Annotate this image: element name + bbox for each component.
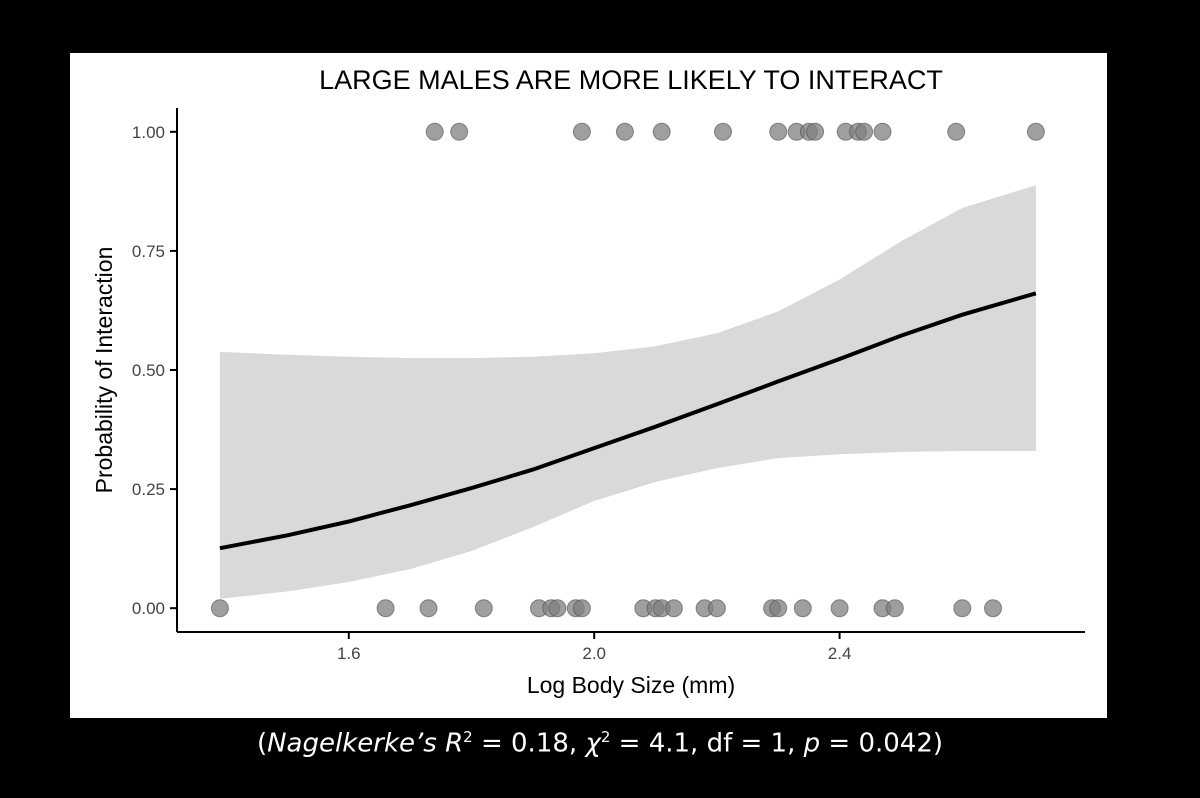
data-point (419, 599, 438, 618)
data-point (947, 122, 966, 141)
data-point (855, 122, 874, 141)
chart-panel: LARGE MALES ARE MORE LIKELY TO INTERACT … (70, 53, 1107, 718)
data-point (769, 122, 788, 141)
data-point (830, 599, 849, 618)
x-tick-label: 1.6 (337, 644, 361, 663)
x-axis-label: Log Body Size (mm) (527, 672, 735, 698)
y-tick-label: 0.50 (132, 361, 165, 380)
data-point (664, 599, 683, 618)
y-tick-label: 0.00 (132, 599, 165, 618)
caption-r2-sup: 2 (463, 728, 473, 746)
data-point (572, 599, 591, 618)
data-point (984, 599, 1002, 618)
data-point (548, 599, 567, 618)
data-point (953, 599, 972, 618)
model-stats-caption: (Nagelkerke’s R2 = 0.18, χ2 = 4.1, df = … (0, 728, 1200, 759)
caption-r2-value: = 0.18, (472, 728, 586, 759)
data-point (425, 122, 444, 141)
caption-p-symbol: p (803, 728, 821, 759)
data-point (450, 122, 469, 141)
data-points (210, 122, 1045, 618)
y-axis-ticks: 0.00 0.25 0.50 0.75 1.00 (132, 123, 177, 618)
fit-line (219, 291, 1037, 551)
data-point (474, 599, 493, 618)
caption-chi-value: = 4.1, df = 1, (610, 728, 804, 759)
data-point (1026, 122, 1045, 141)
x-tick-label: 2.0 (582, 644, 606, 663)
data-point (769, 599, 788, 618)
x-tick-label: 2.4 (828, 644, 852, 663)
data-point (793, 599, 812, 618)
x-axis-ticks: 1.6 2.0 2.4 (337, 632, 851, 663)
data-point (615, 122, 634, 141)
chart-title: LARGE MALES ARE MORE LIKELY TO INTERACT (319, 65, 943, 95)
caption-chi-sup: 2 (600, 728, 611, 746)
data-point (572, 122, 591, 141)
caption-r2-name: Nagelkerke’s R (267, 728, 464, 759)
data-point (885, 599, 904, 618)
data-point (210, 599, 229, 618)
y-tick-label: 1.00 (132, 123, 165, 142)
y-axis-label: Probability of Interaction (91, 247, 117, 494)
data-point (873, 122, 892, 141)
data-point (376, 599, 395, 618)
y-tick-label: 0.25 (132, 480, 165, 499)
caption-p-value: = 0.042) (820, 728, 944, 759)
confidence-band (219, 185, 1036, 599)
data-point (806, 122, 825, 141)
caption-chi-symbol: χ (585, 728, 601, 759)
data-point (714, 122, 732, 141)
data-point (707, 599, 726, 618)
data-point (652, 122, 671, 141)
caption-open: ( (256, 728, 268, 759)
y-tick-label: 0.75 (132, 242, 165, 261)
chart-svg: LARGE MALES ARE MORE LIKELY TO INTERACT … (91, 65, 1085, 698)
